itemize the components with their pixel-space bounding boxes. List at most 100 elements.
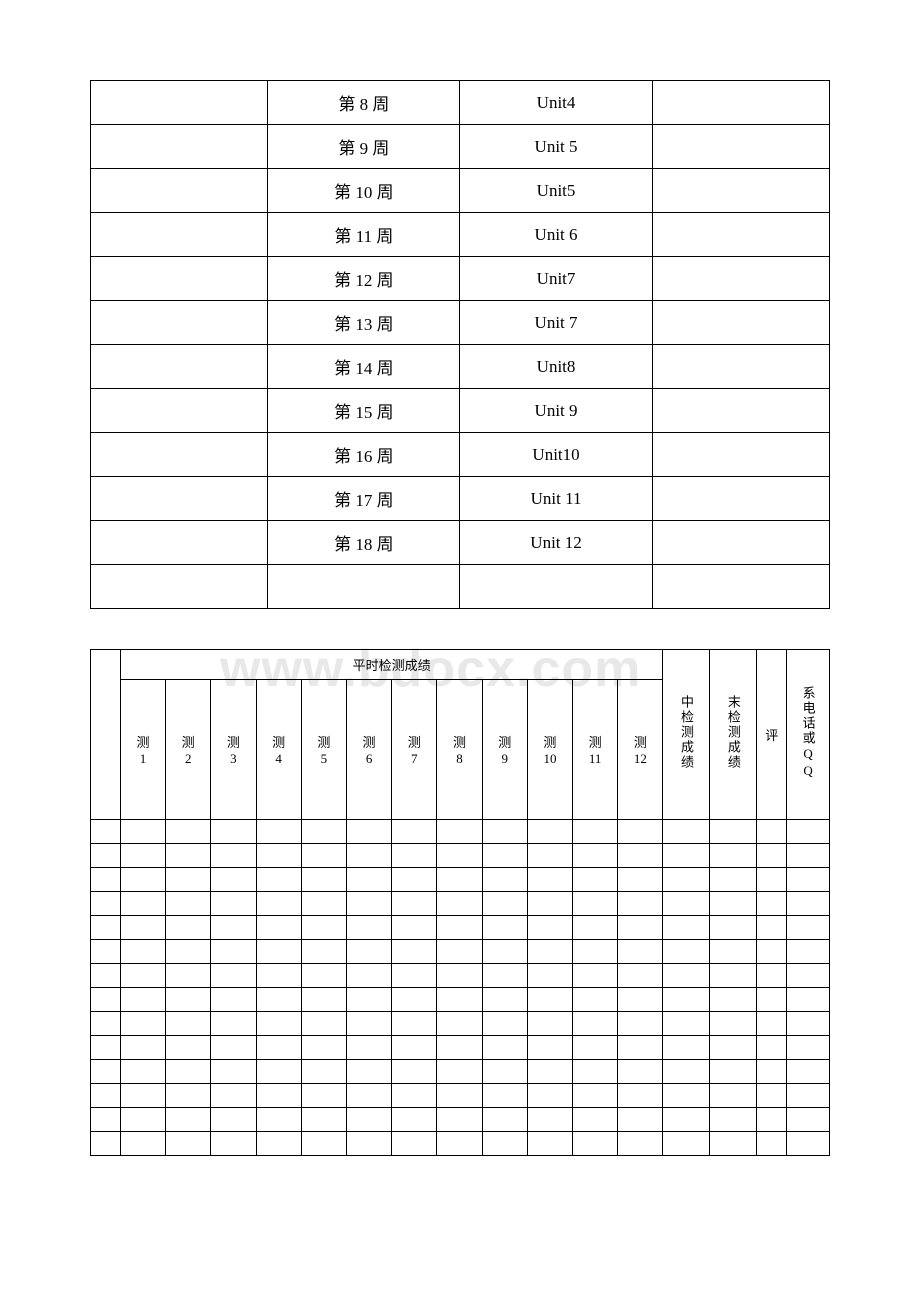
score-cell (91, 1084, 121, 1108)
score-cell (211, 892, 256, 916)
score-cell (437, 1012, 482, 1036)
schedule-cell: 第 10 周 (268, 169, 460, 213)
score-cell (710, 940, 757, 964)
score-cell (166, 964, 211, 988)
score-row (91, 940, 830, 964)
score-cell (787, 820, 830, 844)
score-cell (482, 1084, 527, 1108)
score-cell (527, 892, 572, 916)
score-cell (663, 916, 710, 940)
schedule-cell: 第 16 周 (268, 433, 460, 477)
schedule-row: 第 16 周Unit10 (91, 433, 830, 477)
score-cell (392, 1108, 437, 1132)
test-header: 测2 (166, 680, 211, 820)
schedule-cell: 第 11 周 (268, 213, 460, 257)
score-cell (663, 1036, 710, 1060)
test-header: 测7 (392, 680, 437, 820)
score-cell (437, 940, 482, 964)
score-cell (573, 868, 618, 892)
score-cell (482, 868, 527, 892)
schedule-cell (91, 81, 268, 125)
score-cell (757, 1060, 787, 1084)
score-cell (618, 940, 663, 964)
score-cell (437, 844, 482, 868)
score-cell (710, 1036, 757, 1060)
score-cell (618, 1108, 663, 1132)
score-cell (166, 1012, 211, 1036)
schedule-cell: 第 18 周 (268, 521, 460, 565)
score-cell (437, 1084, 482, 1108)
schedule-cell: Unit8 (460, 345, 652, 389)
score-cell (527, 964, 572, 988)
schedule-table: 第 8 周Unit4第 9 周Unit 5第 10 周Unit5第 11 周Un… (90, 80, 830, 609)
schedule-cell (460, 565, 652, 609)
score-cell (757, 1084, 787, 1108)
score-cell (663, 1012, 710, 1036)
score-cell (120, 1012, 165, 1036)
score-cell (256, 892, 301, 916)
score-cell (618, 1084, 663, 1108)
score-cell (211, 964, 256, 988)
score-cell (663, 964, 710, 988)
score-cell (482, 844, 527, 868)
test-header: 测12 (618, 680, 663, 820)
schedule-cell: 第 15 周 (268, 389, 460, 433)
schedule-cell: Unit 6 (460, 213, 652, 257)
score-cell (211, 1060, 256, 1084)
score-cell (91, 1060, 121, 1084)
score-row (91, 964, 830, 988)
schedule-cell (652, 81, 829, 125)
score-cell (392, 1012, 437, 1036)
score-cell (346, 1084, 391, 1108)
score-cell (301, 1012, 346, 1036)
score-cell (437, 988, 482, 1012)
schedule-cell (652, 169, 829, 213)
score-cell (437, 916, 482, 940)
score-cell (166, 892, 211, 916)
score-cell (120, 844, 165, 868)
score-cell (573, 820, 618, 844)
score-cell (256, 940, 301, 964)
score-cell (301, 1108, 346, 1132)
schedule-row: 第 11 周Unit 6 (91, 213, 830, 257)
score-cell (392, 940, 437, 964)
schedule-cell (91, 345, 268, 389)
score-cell (211, 868, 256, 892)
score-cell (787, 868, 830, 892)
score-row (91, 916, 830, 940)
score-cell (211, 1108, 256, 1132)
score-cell (120, 1060, 165, 1084)
schedule-cell (268, 565, 460, 609)
score-cell (256, 964, 301, 988)
score-cell (392, 820, 437, 844)
score-cell (787, 1012, 830, 1036)
score-cell (573, 964, 618, 988)
score-cell (301, 892, 346, 916)
schedule-row: 第 13 周Unit 7 (91, 301, 830, 345)
score-cell (301, 844, 346, 868)
score-cell (663, 940, 710, 964)
schedule-cell (652, 477, 829, 521)
schedule-cell (652, 301, 829, 345)
score-blank-col (91, 650, 121, 820)
schedule-cell (91, 433, 268, 477)
test-header: 测4 (256, 680, 301, 820)
score-cell (346, 1108, 391, 1132)
score-cell (392, 988, 437, 1012)
score-cell (166, 916, 211, 940)
score-row (91, 988, 830, 1012)
score-cell (256, 1108, 301, 1132)
mid-exam-header: 中检测成绩 (663, 650, 710, 820)
score-cell (787, 940, 830, 964)
schedule-cell: 第 9 周 (268, 125, 460, 169)
score-cell (787, 844, 830, 868)
score-cell (120, 988, 165, 1012)
score-cell (527, 1012, 572, 1036)
score-cell (787, 964, 830, 988)
score-cell (120, 892, 165, 916)
score-cell (573, 940, 618, 964)
schedule-tbody: 第 8 周Unit4第 9 周Unit 5第 10 周Unit5第 11 周Un… (91, 81, 830, 609)
score-cell (482, 940, 527, 964)
score-row (91, 1036, 830, 1060)
score-cell (482, 1036, 527, 1060)
